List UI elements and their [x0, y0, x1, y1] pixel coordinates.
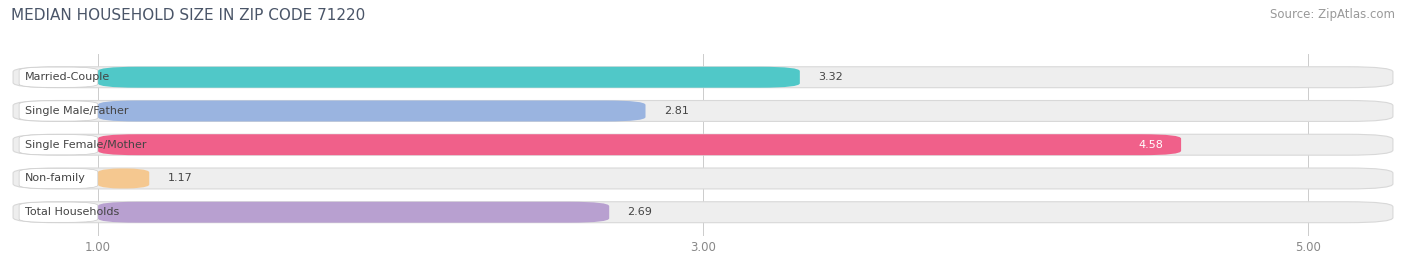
Text: Non-family: Non-family [25, 173, 86, 184]
Text: 1.17: 1.17 [167, 173, 193, 184]
FancyBboxPatch shape [13, 202, 1393, 223]
Text: 2.81: 2.81 [664, 106, 689, 116]
Text: Single Female/Mother: Single Female/Mother [25, 140, 146, 150]
FancyBboxPatch shape [98, 134, 1181, 155]
Text: Single Male/Father: Single Male/Father [25, 106, 129, 116]
FancyBboxPatch shape [20, 135, 98, 155]
FancyBboxPatch shape [20, 202, 98, 222]
FancyBboxPatch shape [13, 134, 1393, 155]
Text: Source: ZipAtlas.com: Source: ZipAtlas.com [1270, 8, 1395, 21]
FancyBboxPatch shape [13, 100, 1393, 121]
FancyBboxPatch shape [98, 168, 149, 189]
Text: 2.69: 2.69 [627, 207, 652, 217]
FancyBboxPatch shape [98, 67, 800, 88]
Text: 3.32: 3.32 [818, 72, 842, 82]
FancyBboxPatch shape [13, 67, 1393, 88]
Text: MEDIAN HOUSEHOLD SIZE IN ZIP CODE 71220: MEDIAN HOUSEHOLD SIZE IN ZIP CODE 71220 [11, 8, 366, 23]
FancyBboxPatch shape [13, 168, 1393, 189]
Text: 4.58: 4.58 [1137, 140, 1163, 150]
FancyBboxPatch shape [20, 67, 98, 87]
FancyBboxPatch shape [20, 101, 98, 121]
FancyBboxPatch shape [98, 202, 609, 223]
Text: Married-Couple: Married-Couple [25, 72, 111, 82]
FancyBboxPatch shape [98, 100, 645, 121]
FancyBboxPatch shape [20, 168, 98, 189]
Text: Total Households: Total Households [25, 207, 120, 217]
